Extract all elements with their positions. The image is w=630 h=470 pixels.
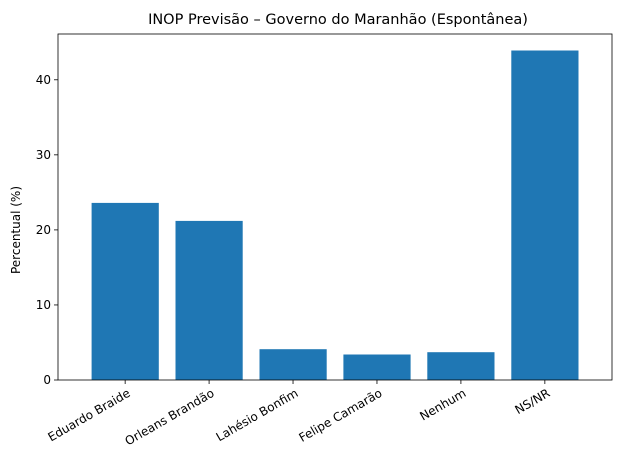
y-tick-label: 0 (43, 373, 51, 387)
y-tick-label: 10 (36, 298, 51, 312)
bar-2 (259, 349, 327, 380)
x-tick-label: NS/NR (512, 386, 552, 417)
bar-1 (175, 220, 243, 380)
bar-0 (91, 202, 159, 380)
y-tick-label: 20 (36, 223, 51, 237)
y-tick-label: 30 (36, 148, 51, 162)
x-tick-label: Felipe Camarão (296, 386, 384, 445)
y-tick-label: 40 (36, 73, 51, 87)
bar-5 (511, 50, 579, 380)
chart-title: INOP Previsão – Governo do Maranhão (Esp… (148, 12, 528, 28)
x-tick-label: Nenhum (417, 386, 468, 424)
x-tick-label: Eduardo Braide (46, 386, 133, 444)
y-axis-label: Percentual (%) (9, 186, 23, 274)
plot-frame (57, 33, 613, 381)
bar-4 (427, 352, 495, 380)
bar-3 (343, 354, 411, 380)
x-tick-label: Lahésio Bonfim (214, 386, 301, 444)
x-tick-label: Orleans Brandão (123, 386, 217, 448)
